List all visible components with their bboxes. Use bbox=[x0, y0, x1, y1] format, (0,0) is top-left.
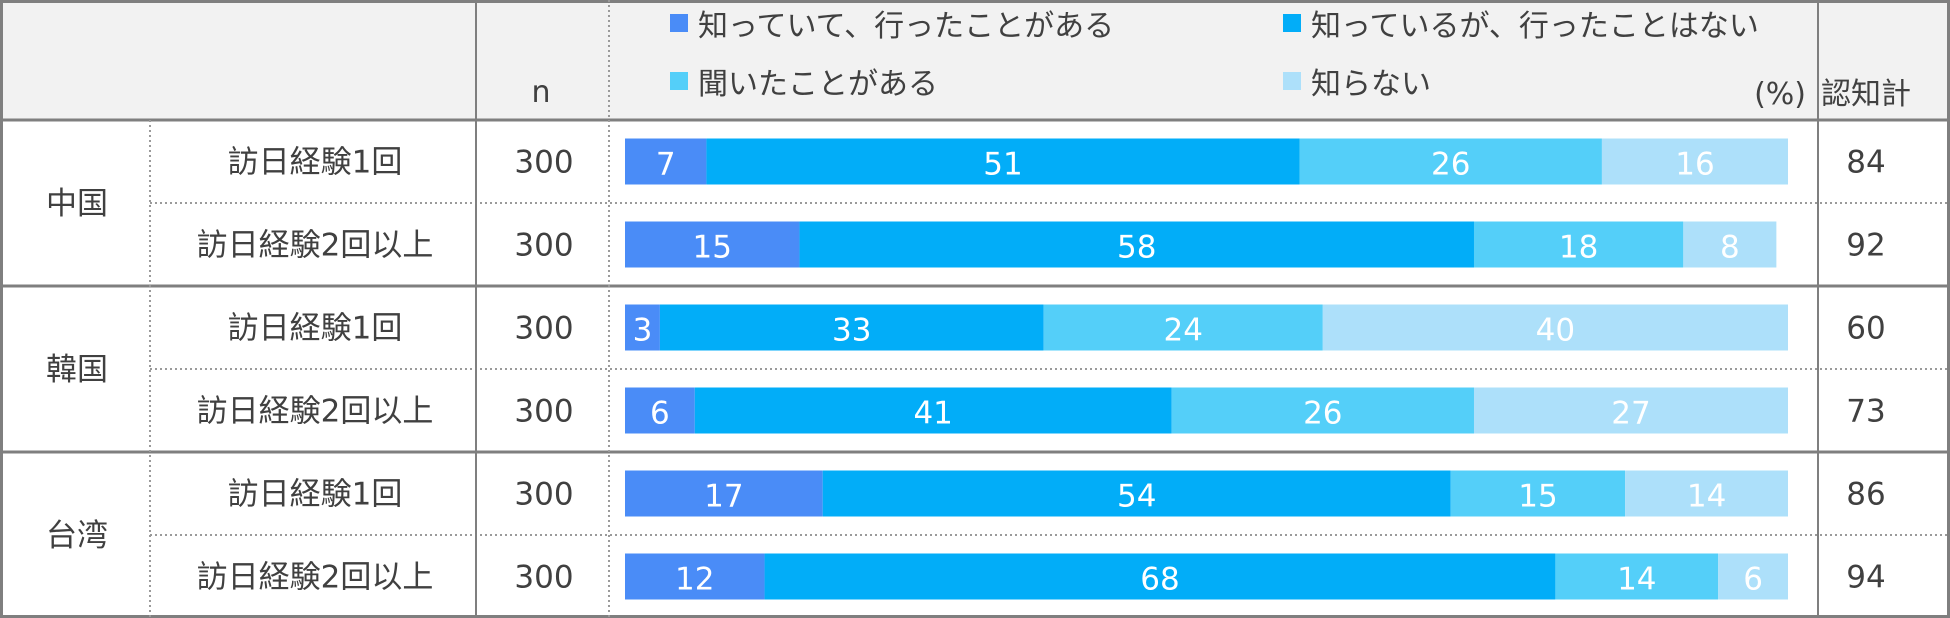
unit-label: (%) bbox=[1754, 77, 1806, 112]
data-label: 15 bbox=[1518, 479, 1557, 515]
bar-segment bbox=[659, 304, 1044, 351]
data-label: 27 bbox=[1611, 396, 1650, 432]
data-label: 15 bbox=[692, 230, 731, 266]
data-label: 26 bbox=[1303, 396, 1342, 432]
data-label: 6 bbox=[1743, 562, 1763, 598]
n-column-header: n bbox=[531, 75, 550, 110]
data-label: 17 bbox=[704, 479, 743, 515]
bar-segment bbox=[625, 304, 660, 351]
row-label: 訪日経験2回以上 bbox=[197, 228, 434, 264]
group-label: 中国 bbox=[46, 186, 108, 222]
bar-segment bbox=[625, 387, 695, 434]
bar-segment bbox=[625, 470, 823, 517]
bar-segment bbox=[694, 387, 1172, 434]
data-label: 7 bbox=[656, 147, 676, 183]
data-label: 12 bbox=[675, 562, 714, 598]
row-label: 訪日経験1回 bbox=[228, 477, 403, 513]
group-label: 台湾 bbox=[46, 518, 108, 554]
bar-segment bbox=[1299, 138, 1602, 185]
bar-segment bbox=[1555, 553, 1719, 600]
bar-segment bbox=[799, 221, 1474, 268]
bar-segment bbox=[1601, 138, 1788, 185]
legend-swatch bbox=[670, 72, 688, 90]
row-n-value: 300 bbox=[514, 477, 573, 513]
data-label: 54 bbox=[1117, 479, 1156, 515]
row-total-value: 60 bbox=[1846, 311, 1885, 347]
row-n-value: 300 bbox=[514, 394, 573, 430]
row-total-value: 84 bbox=[1846, 145, 1885, 181]
legend-label: 知らない bbox=[1311, 67, 1431, 102]
row-total-value: 94 bbox=[1846, 560, 1885, 596]
row-label: 訪日経験1回 bbox=[228, 145, 403, 181]
data-label: 14 bbox=[1687, 479, 1726, 515]
legend-swatch bbox=[1283, 72, 1301, 90]
bar-segment bbox=[1473, 221, 1684, 268]
bar-segment bbox=[1625, 470, 1788, 517]
data-label: 26 bbox=[1431, 147, 1470, 183]
bar-segment bbox=[1718, 553, 1788, 600]
bar-segment bbox=[1683, 221, 1777, 268]
legend-label: 知っているが、行ったことはない bbox=[1311, 9, 1759, 44]
bar-segment bbox=[706, 138, 1300, 185]
row-total-value: 73 bbox=[1846, 394, 1885, 430]
row-n-value: 300 bbox=[514, 311, 573, 347]
data-label: 33 bbox=[832, 313, 871, 349]
bar-segment bbox=[764, 553, 1556, 600]
bar-segment bbox=[1171, 387, 1474, 434]
data-label: 58 bbox=[1117, 230, 1156, 266]
data-label: 16 bbox=[1675, 147, 1714, 183]
data-label: 41 bbox=[913, 396, 952, 432]
header-background bbox=[2, 2, 1948, 120]
data-label: 14 bbox=[1617, 562, 1656, 598]
bar-segment bbox=[1043, 304, 1323, 351]
data-label: 51 bbox=[983, 147, 1022, 183]
data-label: 40 bbox=[1536, 313, 1575, 349]
row-total-value: 92 bbox=[1846, 228, 1885, 264]
legend-swatch bbox=[670, 14, 688, 32]
row-label: 訪日経験2回以上 bbox=[197, 560, 434, 596]
row-n-value: 300 bbox=[514, 228, 573, 264]
legend-swatch bbox=[1283, 14, 1301, 32]
bar-segment bbox=[1473, 387, 1788, 434]
bar-segment bbox=[1322, 304, 1788, 351]
data-label: 68 bbox=[1140, 562, 1179, 598]
bar-segment bbox=[822, 470, 1451, 517]
bar-segment bbox=[625, 553, 765, 600]
data-label: 3 bbox=[633, 313, 653, 349]
row-n-value: 300 bbox=[514, 145, 573, 181]
data-label: 6 bbox=[650, 396, 670, 432]
data-label: 8 bbox=[1720, 230, 1740, 266]
data-label: 18 bbox=[1559, 230, 1598, 266]
row-total-value: 86 bbox=[1846, 477, 1885, 513]
row-label: 訪日経験1回 bbox=[228, 311, 403, 347]
data-label: 24 bbox=[1164, 313, 1203, 349]
bar-segment bbox=[625, 138, 707, 185]
legend-label: 知っていて、行ったことがある bbox=[698, 9, 1114, 44]
total-column-header: 認知計 bbox=[1821, 77, 1911, 112]
row-label: 訪日経験2回以上 bbox=[197, 394, 434, 430]
bar-segment bbox=[1450, 470, 1626, 517]
row-n-value: 300 bbox=[514, 560, 573, 596]
legend-label: 聞いたことがある bbox=[698, 67, 938, 102]
group-label: 韓国 bbox=[46, 352, 108, 388]
bar-segment bbox=[625, 221, 800, 268]
